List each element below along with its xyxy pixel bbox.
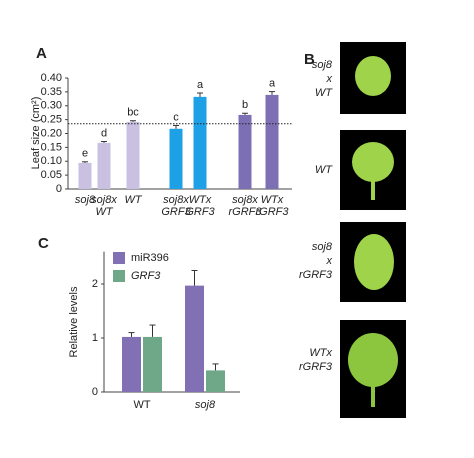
bar: [193, 96, 207, 189]
error-bar: [197, 92, 203, 97]
error-bar: [82, 161, 88, 163]
leaf: [354, 234, 394, 290]
y-tick-label: 0.20: [41, 127, 62, 139]
significance-letter: b: [242, 99, 248, 111]
significance-letter: bc: [127, 107, 139, 119]
y-tick-label: 0.25: [41, 114, 62, 126]
x-tick-label: soj8x WT: [91, 194, 117, 218]
error-bar: [149, 324, 156, 337]
photo-label: WT: [315, 164, 333, 176]
x-tick-label: soj8x rGRF3: [229, 194, 263, 218]
photo-panel: [340, 42, 406, 418]
bar: [206, 370, 225, 392]
significance-letter: a: [269, 78, 276, 90]
error-bar: [191, 270, 198, 286]
x-tick-label: soj8x GRF3: [161, 194, 191, 218]
error-bar: [212, 363, 219, 371]
x-tick-label: WTx rGRF3: [256, 194, 290, 218]
y-tick-label: 0: [56, 183, 62, 195]
legend-label: miR396: [131, 252, 169, 264]
y-tick-label: 1: [92, 332, 98, 344]
leaf: [352, 142, 394, 182]
significance-letter: d: [101, 127, 107, 139]
error-bar: [130, 120, 136, 122]
bar: [126, 121, 140, 189]
panel-label: B: [304, 51, 315, 68]
bar: [238, 114, 252, 189]
legend-swatch: [113, 252, 125, 264]
error-bar: [242, 112, 248, 115]
leaf: [348, 333, 398, 387]
legend-label: GRF3: [131, 270, 161, 282]
bar: [265, 94, 279, 189]
bar: [143, 336, 162, 392]
leaf-stem: [371, 385, 375, 407]
significance-letter: a: [197, 79, 204, 91]
panel-label: A: [36, 45, 47, 62]
y-tick-label: 0.15: [41, 141, 62, 153]
x-tick-label: WT: [133, 399, 150, 411]
bar: [97, 142, 111, 189]
x-tick-label: WTx GRF3: [185, 194, 215, 218]
y-tick-label: 0.35: [41, 86, 62, 98]
bar: [169, 128, 183, 189]
y-tick-label: 0.05: [41, 169, 62, 181]
leaf: [355, 56, 391, 96]
leaf-stem: [371, 180, 375, 200]
error-bar: [173, 124, 179, 129]
legend-swatch: [113, 270, 125, 282]
bar: [122, 336, 141, 392]
bar: [185, 285, 204, 392]
y-tick-label: 0.10: [41, 155, 62, 167]
significance-letter: e: [82, 148, 88, 160]
photo-label: soj8 x WT: [312, 59, 333, 99]
significance-letter: c: [173, 111, 179, 123]
y-tick-label: 0.30: [41, 100, 62, 112]
x-tick-label: WT: [124, 194, 142, 206]
bar: [78, 162, 92, 189]
panel-label: C: [38, 235, 49, 252]
x-tick-label: soj8: [75, 194, 96, 206]
error-bar: [269, 91, 275, 95]
y-axis-label: Leaf size (cm²): [30, 97, 42, 170]
photo-label: soj8 x rGRF3: [299, 241, 333, 281]
y-tick-label: 2: [92, 278, 98, 290]
y-tick-label: 0.40: [41, 72, 62, 84]
error-bar: [128, 332, 135, 337]
y-axis-label: Relative levels: [68, 286, 80, 357]
error-bar: [101, 141, 107, 143]
x-tick-label: soj8: [195, 399, 216, 411]
photo-label: WTx rGRF3: [299, 347, 333, 373]
y-tick-label: 0: [92, 386, 98, 398]
